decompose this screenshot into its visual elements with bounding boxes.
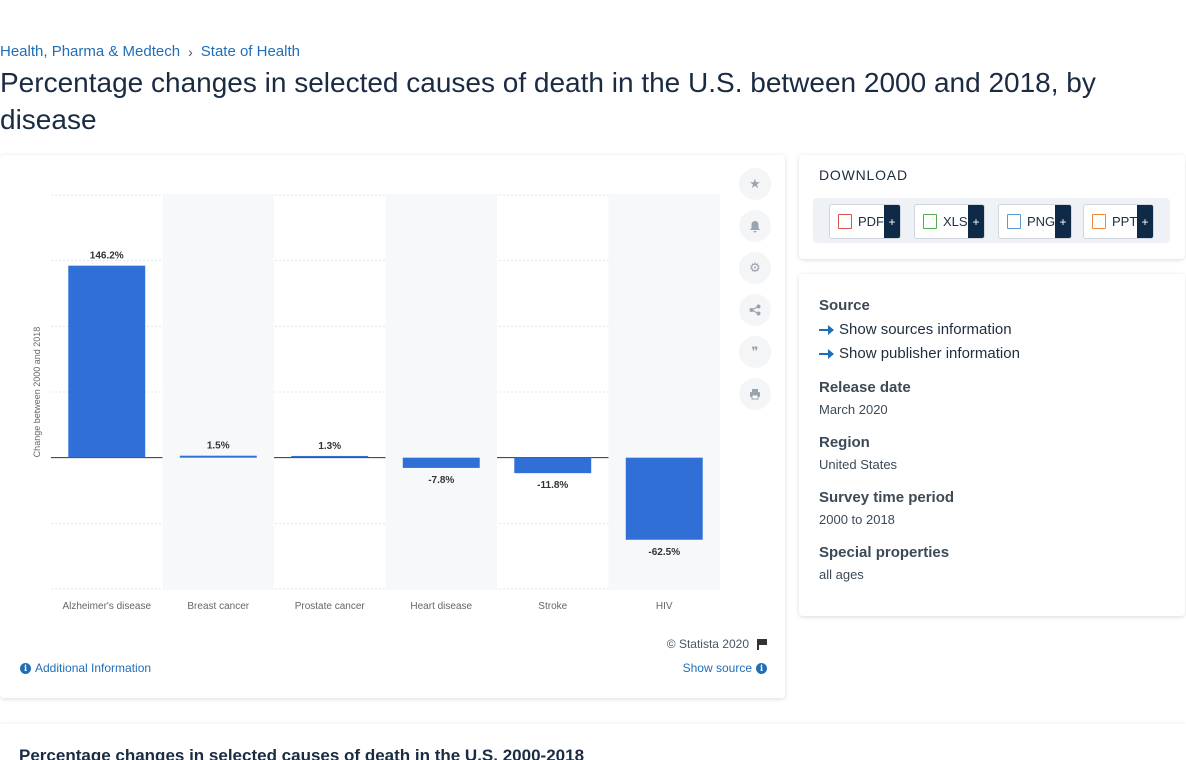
category-band <box>162 195 274 589</box>
info-icon: i <box>20 662 31 674</box>
bar[interactable] <box>402 457 480 468</box>
data-label: 1.3% <box>318 441 341 452</box>
additional-information-link[interactable]: i Additional Information <box>20 661 151 675</box>
plus-icon: + <box>1055 205 1071 238</box>
survey-period-heading: Survey time period <box>819 489 955 506</box>
pdf-file-icon <box>838 214 852 229</box>
bar[interactable] <box>179 455 257 458</box>
bell-icon[interactable] <box>739 210 771 242</box>
description-title: Percentage changes in selected causes of… <box>19 746 585 760</box>
breadcrumb: Health, Pharma & Medtech › State of Heal… <box>0 43 300 60</box>
data-label: -11.8% <box>537 480 568 491</box>
star-icon[interactable]: ★ <box>739 168 771 200</box>
print-icon[interactable] <box>739 378 771 410</box>
source-heading: Source <box>819 297 870 314</box>
x-tick-label: Prostate cancer <box>295 601 366 612</box>
bar[interactable] <box>291 455 369 458</box>
breadcrumb-link-state-of-health[interactable]: State of Health <box>200 43 300 60</box>
plus-icon: + <box>968 205 984 238</box>
show-sources-link[interactable]: Show sources information <box>819 321 1012 338</box>
download-card: DOWNLOAD PDF + XLS + PNG + PPT + <box>799 155 1185 259</box>
x-tick-label: HIV <box>656 601 673 612</box>
breadcrumb-link-health[interactable]: Health, Pharma & Medtech <box>0 43 181 60</box>
top-bar <box>0 0 1186 36</box>
survey-period-value: 2000 to 2018 <box>819 512 895 527</box>
additional-information-label: Additional Information <box>35 661 152 675</box>
copyright: © Statista 2020 <box>667 637 767 651</box>
arrow-right-icon <box>819 324 834 335</box>
plus-icon: + <box>884 205 900 238</box>
category-band <box>385 195 497 589</box>
info-icon: i <box>756 662 767 674</box>
chart-card: 146.2% 1.5% 1.3% -7.8% -11.8% -62.5% Alzheime… <box>0 155 785 698</box>
download-title: DOWNLOAD <box>819 167 908 183</box>
bars <box>68 265 703 540</box>
show-source-link[interactable]: Show source i <box>683 661 767 675</box>
quote-icon[interactable]: ❞ <box>739 336 771 368</box>
chart-toolbar: ★ ⚙ ❞ <box>739 168 771 420</box>
bar[interactable] <box>68 265 146 458</box>
page-title: Percentage changes in selected causes of… <box>0 67 1096 135</box>
flag-icon[interactable] <box>757 638 767 650</box>
png-file-icon <box>1007 214 1021 229</box>
show-publisher-label: Show publisher information <box>839 345 1020 362</box>
statistic-details-card: Source Show sources information Show pub… <box>799 274 1185 616</box>
bar[interactable] <box>625 457 703 540</box>
x-tick-label: Breast cancer <box>187 601 249 612</box>
x-tick-label: Heart disease <box>410 601 472 612</box>
plus-icon: + <box>1137 205 1153 238</box>
bar[interactable] <box>514 457 592 474</box>
show-source-label: Show source <box>682 661 752 675</box>
description-section: Percentage changes in selected causes of… <box>0 724 1186 760</box>
data-label: 146.2% <box>90 251 124 262</box>
breadcrumb-separator: › <box>188 43 193 60</box>
data-label: 1.5% <box>207 441 230 452</box>
download-buttons: PDF + XLS + PNG + PPT + <box>813 198 1170 243</box>
special-properties-value: all ages <box>819 567 864 582</box>
gear-icon[interactable]: ⚙ <box>739 252 771 284</box>
data-labels: 146.2% 1.5% 1.3% -7.8% -11.8% -62.5% <box>90 251 680 558</box>
download-png-label: PNG <box>1027 214 1056 229</box>
download-xls-button[interactable]: XLS + <box>914 204 985 239</box>
xls-file-icon <box>923 214 937 229</box>
download-pdf-label: PDF <box>858 214 884 229</box>
download-xls-label: XLS <box>943 214 968 229</box>
ppt-file-icon <box>1092 214 1106 229</box>
special-properties-heading: Special properties <box>819 544 950 561</box>
arrow-right-icon <box>819 348 834 359</box>
release-date-value: March 2020 <box>819 402 888 417</box>
y-axis-label: Change between 2000 and 2018 <box>32 327 42 458</box>
data-label: -7.8% <box>428 475 454 486</box>
download-png-button[interactable]: PNG + <box>998 204 1072 239</box>
download-ppt-button[interactable]: PPT + <box>1083 204 1154 239</box>
region-heading: Region <box>819 434 870 451</box>
show-publisher-link[interactable]: Show publisher information <box>819 345 1020 362</box>
release-date-heading: Release date <box>819 379 911 396</box>
copyright-text: © Statista 2020 <box>666 637 749 651</box>
x-tick-label: Stroke <box>538 601 567 612</box>
show-sources-label: Show sources information <box>839 321 1012 338</box>
download-ppt-label: PPT <box>1112 214 1138 229</box>
x-tick-labels: Alzheimer's disease Breast cancer Prostate… <box>62 601 672 612</box>
data-label: -62.5% <box>648 547 680 558</box>
x-tick-label: Alzheimer's disease <box>62 601 151 612</box>
bar-chart: 146.2% 1.5% 1.3% -7.8% -11.8% -62.5% Alzheime… <box>32 194 720 612</box>
share-icon[interactable] <box>739 294 771 326</box>
region-value: United States <box>819 457 898 472</box>
download-pdf-button[interactable]: PDF + <box>829 204 901 239</box>
